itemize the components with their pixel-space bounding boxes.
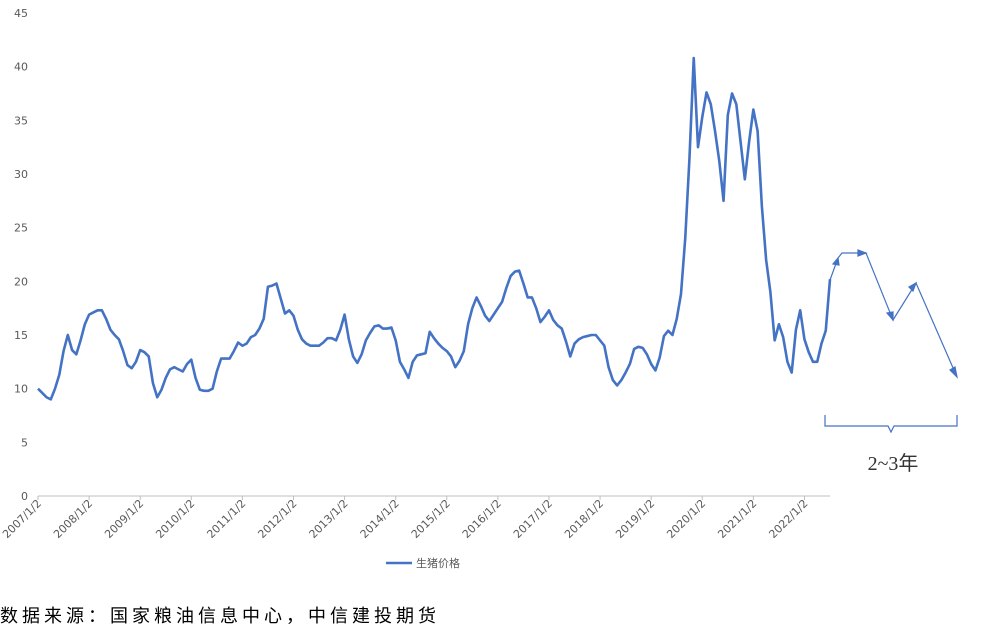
line-series bbox=[37, 56, 832, 401]
y-tick-label: 15 bbox=[14, 329, 28, 342]
x-tick-label: 2012/1/2 bbox=[255, 497, 299, 541]
projection bbox=[829, 249, 958, 379]
y-tick-label: 5 bbox=[21, 436, 28, 449]
x-tick-label: 2007/1/2 bbox=[0, 497, 44, 541]
x-tick-label: 2018/1/2 bbox=[562, 497, 606, 541]
y-tick-label: 10 bbox=[14, 383, 28, 396]
x-tick-label: 2014/1/2 bbox=[358, 497, 402, 541]
x-tick-label: 2015/1/2 bbox=[409, 497, 453, 541]
x-tick-label: 2016/1/2 bbox=[460, 497, 504, 541]
y-tick-label: 45 bbox=[14, 7, 28, 20]
y-tick-label: 0 bbox=[21, 490, 28, 503]
x-tick-label: 2010/1/2 bbox=[153, 497, 197, 541]
bracket bbox=[824, 415, 958, 434]
y-tick-label: 40 bbox=[14, 61, 28, 74]
x-tick-label: 2008/1/2 bbox=[51, 497, 95, 541]
x-tick-label: 2011/1/2 bbox=[204, 497, 248, 541]
y-tick-label: 25 bbox=[14, 222, 28, 235]
x-tick-label: 2019/1/2 bbox=[613, 497, 657, 541]
x-tick-label: 2020/1/2 bbox=[664, 497, 708, 541]
x-tick-label: 2013/1/2 bbox=[307, 497, 351, 541]
annotation: 2~3年 bbox=[868, 452, 919, 475]
x-tick-label: 2017/1/2 bbox=[511, 497, 555, 541]
y-tick-label: 35 bbox=[14, 114, 28, 127]
x-tick-label: 2009/1/2 bbox=[102, 497, 146, 541]
x-tick-label: 2022/1/2 bbox=[766, 497, 810, 541]
y-tick-label: 30 bbox=[14, 168, 28, 181]
legend-label: 生猪价格 bbox=[416, 556, 460, 570]
y-tick-label: 20 bbox=[14, 275, 28, 288]
x-tick-label: 2021/1/2 bbox=[715, 497, 759, 541]
source-note: 数据来源：国家粮油信息中心，中信建投期货 bbox=[0, 606, 440, 627]
